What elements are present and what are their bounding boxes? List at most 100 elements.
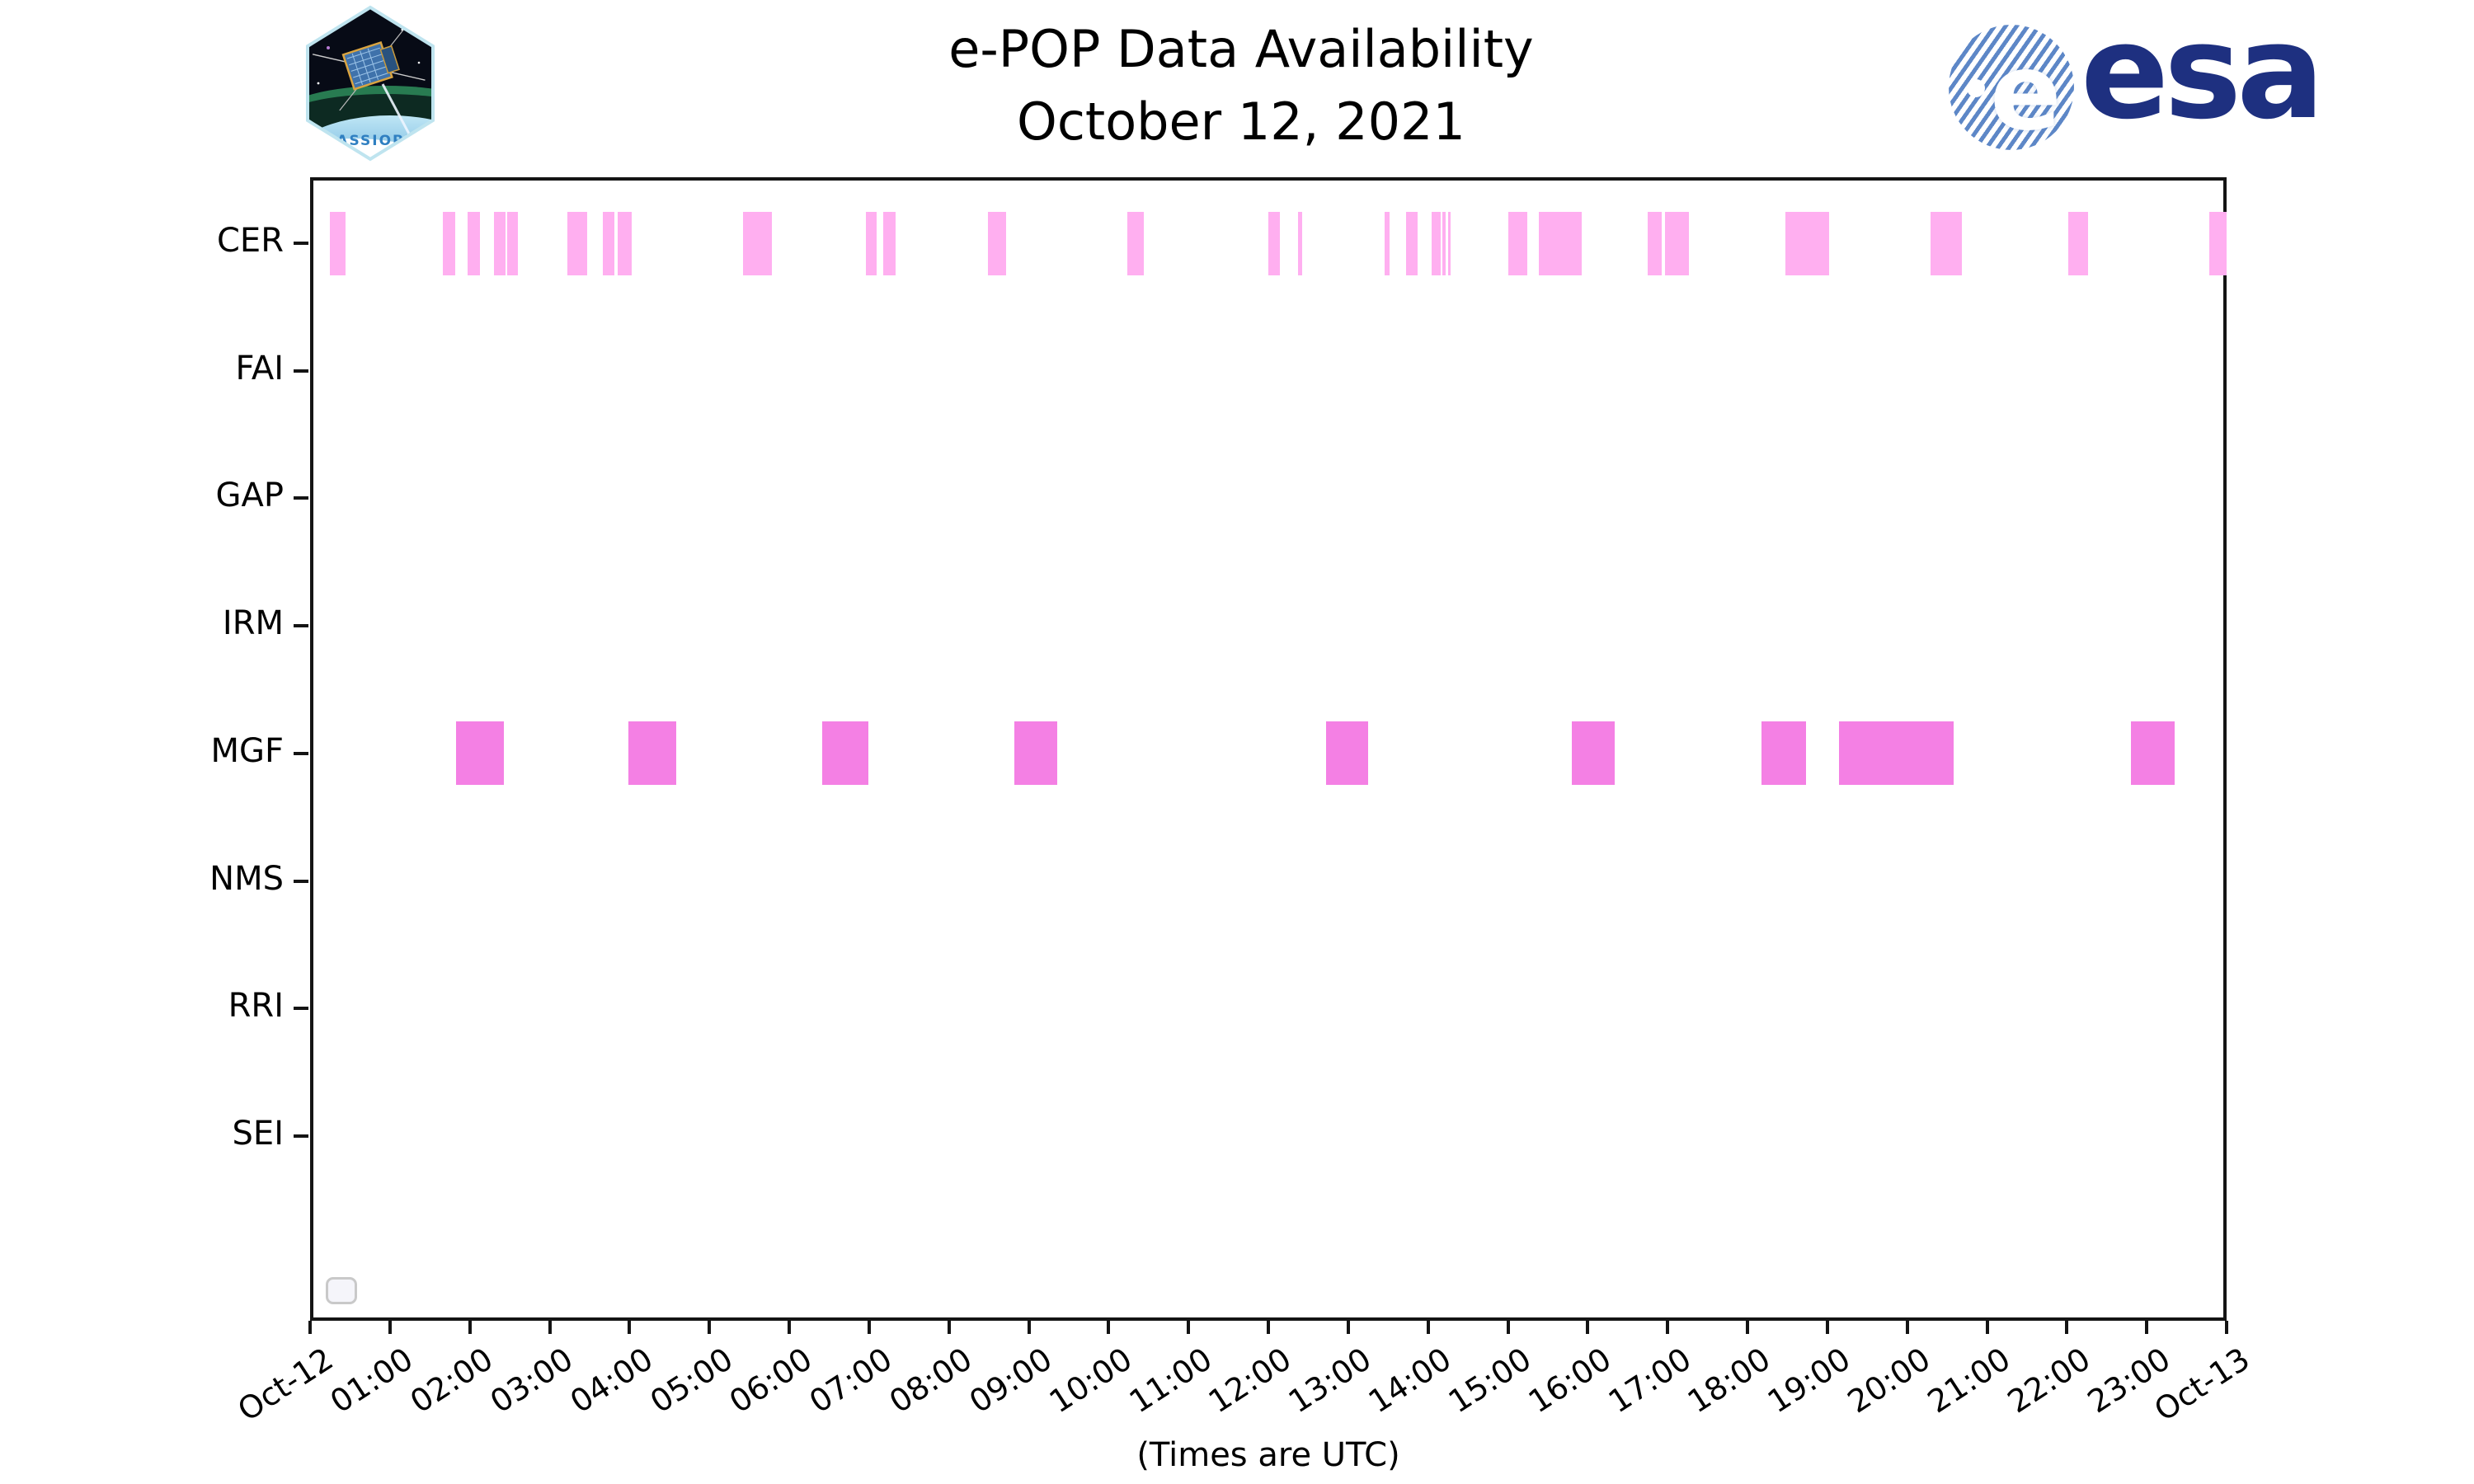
- availability-bar-cer: [1405, 211, 1418, 275]
- x-tick-label-text: 05:00: [643, 1341, 740, 1421]
- x-tick-label-text: 18:00: [1681, 1341, 1777, 1421]
- x-tick: [1187, 1321, 1191, 1334]
- esa-globe-dot: [1967, 79, 1985, 97]
- y-tick-label-sei: SEI: [232, 1114, 284, 1153]
- x-tick: [708, 1321, 712, 1334]
- availability-bar-cer: [883, 211, 896, 275]
- x-tick-label-text: 15:00: [1442, 1341, 1538, 1421]
- availability-bar-cer: [1297, 211, 1302, 275]
- x-tick: [788, 1321, 791, 1334]
- availability-bar-cer: [988, 211, 1007, 275]
- x-tick: [1346, 1321, 1350, 1334]
- availability-bar-cer: [1785, 211, 1829, 275]
- x-tick-label-text: 08:00: [882, 1341, 979, 1421]
- x-tick: [468, 1321, 472, 1334]
- x-tick: [1905, 1321, 1909, 1334]
- x-tick: [1985, 1321, 1989, 1334]
- availability-bar-cer: [1539, 211, 1582, 275]
- availability-bar-cer: [1431, 211, 1442, 275]
- x-tick-label-text: 22:00: [2001, 1341, 2097, 1421]
- x-tick: [867, 1321, 871, 1334]
- x-tick: [947, 1321, 951, 1334]
- y-tick: [294, 751, 308, 755]
- x-tick-label-text: 07:00: [802, 1341, 899, 1421]
- esa-globe-letter: e: [1990, 31, 2062, 150]
- x-tick-label-text: 17:00: [1602, 1341, 1698, 1421]
- esa-logo: e esa: [1946, 0, 2408, 160]
- availability-bar-mgf: [1325, 721, 1369, 786]
- x-tick-label-text: 21:00: [1921, 1341, 2017, 1421]
- availability-bar-mgf: [2130, 721, 2175, 786]
- x-axis-label: (Times are UTC): [1136, 1436, 1400, 1474]
- x-tick: [2145, 1321, 2149, 1334]
- x-tick: [1746, 1321, 1749, 1334]
- x-tick: [1267, 1321, 1270, 1334]
- availability-bar-cer: [617, 211, 633, 275]
- availability-bar-mgf: [1839, 721, 1954, 786]
- y-tick-label-cer: CER: [217, 222, 284, 260]
- x-tick: [548, 1321, 552, 1334]
- x-tick-label-text: 13:00: [1282, 1341, 1378, 1421]
- availability-bar-cer: [1447, 211, 1451, 275]
- availability-bar-cer: [1507, 211, 1527, 275]
- y-tick: [294, 879, 308, 883]
- y-tick-label-fai: FAI: [235, 349, 285, 387]
- cassiope-patch-icon: CASSIOPE: [306, 5, 435, 162]
- y-tick: [294, 624, 308, 628]
- cassiope-logo: CASSIOPE: [303, 5, 437, 162]
- availability-bar-mgf: [1761, 721, 1806, 786]
- availability-bar-mgf: [456, 721, 505, 786]
- x-tick-label-text: 12:00: [1202, 1341, 1298, 1421]
- x-tick-label-text: 06:00: [723, 1341, 819, 1421]
- availability-bar-cer: [1442, 211, 1446, 275]
- availability-bar-cer: [330, 211, 346, 275]
- availability-bar-cer: [1126, 211, 1144, 275]
- x-tick-label-text: 04:00: [563, 1341, 660, 1421]
- esa-globe-icon: e: [1949, 25, 2074, 150]
- availability-bar-cer: [442, 211, 456, 275]
- availability-bar-mgf: [628, 721, 677, 786]
- y-tick-label-gap: GAP: [215, 477, 284, 515]
- availability-bar-cer: [2068, 211, 2089, 275]
- x-tick-label-text: 16:00: [1522, 1341, 1618, 1421]
- availability-bar-cer: [1385, 211, 1390, 275]
- esa-wordmark: esa: [2081, 0, 2325, 148]
- x-tick-label-text: 10:00: [1042, 1341, 1139, 1421]
- x-tick-label-text: 14:00: [1362, 1341, 1458, 1421]
- availability-bar-cer: [493, 211, 506, 275]
- availability-bar-mgf: [1571, 721, 1616, 786]
- availability-bar-cer: [603, 211, 614, 275]
- x-tick: [2065, 1321, 2069, 1334]
- y-tick: [294, 1134, 308, 1138]
- plot-area: [310, 177, 2227, 1321]
- availability-bar-cer: [865, 211, 877, 275]
- x-tick-label-text: 02:00: [403, 1341, 500, 1421]
- x-tick-label-text: 11:00: [1122, 1341, 1219, 1421]
- x-tick-label-text: 03:00: [483, 1341, 580, 1421]
- chart-title-block: e-POP Data Availability October 12, 2021: [283, 13, 2199, 158]
- x-tick: [1586, 1321, 1590, 1334]
- x-tick-label-text: Oct-12: [231, 1341, 340, 1429]
- y-tick: [294, 1007, 308, 1011]
- y-tick-label-nms: NMS: [209, 859, 284, 898]
- x-tick: [1107, 1321, 1111, 1334]
- x-tick: [628, 1321, 632, 1334]
- availability-bar-cer: [567, 211, 587, 275]
- y-tick: [294, 369, 308, 373]
- x-tick: [1426, 1321, 1430, 1334]
- y-tick: [294, 242, 308, 245]
- availability-bar-cer: [2208, 211, 2227, 275]
- chart-subtitle: October 12, 2021: [1017, 92, 1465, 153]
- availability-bar-mgf: [1014, 721, 1058, 786]
- availability-bar-cer: [1647, 211, 1663, 275]
- availability-bar-cer: [507, 211, 518, 275]
- y-tick-label-mgf: MGF: [210, 731, 284, 770]
- availability-bar-mgf: [821, 721, 868, 786]
- x-tick: [2225, 1321, 2228, 1334]
- x-tick: [308, 1321, 312, 1334]
- x-tick-label-text: 19:00: [1761, 1341, 1857, 1421]
- availability-bar-cer: [467, 211, 481, 275]
- chart-title: e-POP Data Availability: [948, 19, 1534, 79]
- x-tick-label-text: 20:00: [1841, 1341, 1937, 1421]
- y-tick-label-rri: RRI: [228, 987, 284, 1026]
